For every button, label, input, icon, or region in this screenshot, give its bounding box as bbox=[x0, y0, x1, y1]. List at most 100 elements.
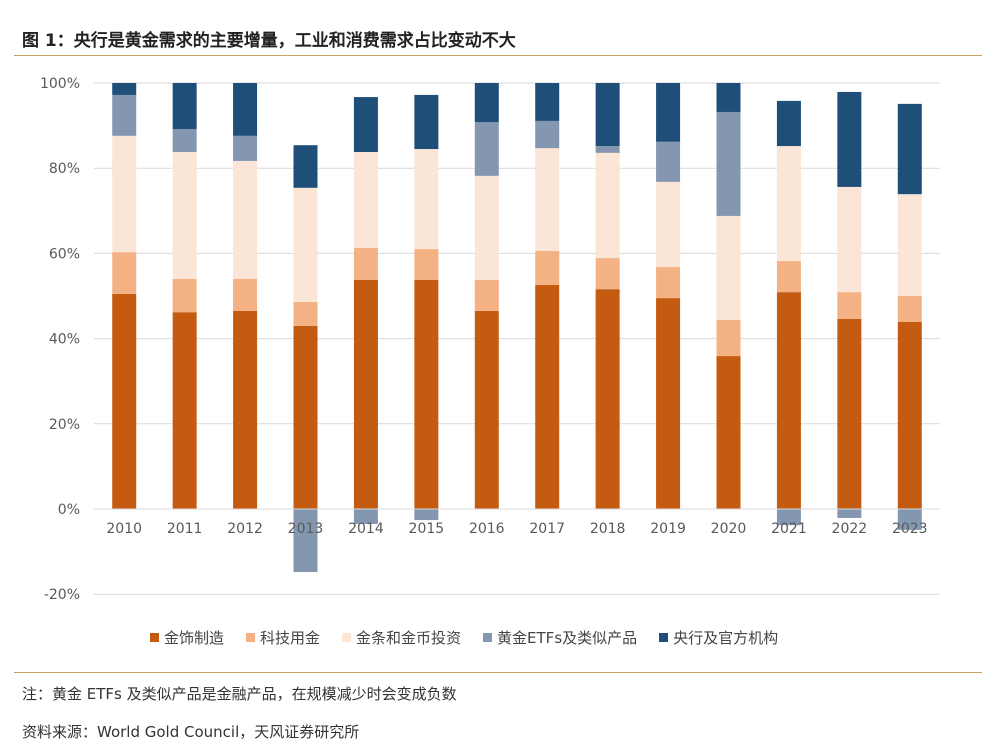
bar-segment bbox=[293, 509, 318, 573]
bar-segment bbox=[172, 278, 197, 313]
legend-item: 科技用金 bbox=[246, 627, 320, 648]
x-tick-label: 2016 bbox=[469, 521, 505, 537]
bar-segment bbox=[414, 149, 439, 250]
bar-segment bbox=[293, 325, 318, 509]
top-divider bbox=[14, 55, 982, 56]
bar-segment bbox=[353, 279, 378, 509]
bar-segment bbox=[293, 145, 318, 188]
bar-segment bbox=[716, 83, 741, 112]
x-tick-label: 2015 bbox=[409, 521, 445, 537]
bar-segment bbox=[474, 83, 499, 123]
x-tick-label: 2013 bbox=[288, 521, 324, 537]
bar-segment bbox=[233, 135, 258, 161]
bar-segment bbox=[414, 509, 439, 521]
bar-segment bbox=[353, 97, 378, 153]
legend-swatch bbox=[483, 633, 493, 642]
bar-segment bbox=[474, 279, 499, 311]
x-tick-label: 2019 bbox=[650, 521, 686, 537]
bar-segment bbox=[837, 509, 862, 518]
legend-label: 科技用金 bbox=[260, 629, 321, 647]
bar-segment bbox=[172, 129, 197, 153]
bar-segment bbox=[716, 319, 741, 357]
y-tick-label: 100% bbox=[40, 76, 80, 92]
bar-segment bbox=[172, 312, 197, 509]
y-tick-label: 40% bbox=[49, 332, 80, 348]
bar-segment bbox=[656, 181, 681, 268]
bar-segment bbox=[112, 94, 137, 136]
bar-segment bbox=[293, 187, 318, 302]
legend-swatch bbox=[246, 633, 256, 642]
bar-segment bbox=[837, 186, 862, 293]
bar-segment bbox=[776, 509, 801, 526]
legend-item: 金饰制造 bbox=[150, 627, 224, 648]
bar-segment bbox=[595, 258, 620, 290]
bottom-divider bbox=[14, 672, 982, 673]
legend-item: 金条和金币投资 bbox=[342, 627, 461, 648]
bar-segment bbox=[776, 100, 801, 147]
bar-segment bbox=[474, 175, 499, 280]
bar-segment bbox=[656, 83, 681, 142]
x-tick-label: 2020 bbox=[711, 521, 747, 537]
bar-segment bbox=[837, 319, 862, 509]
bar-segment bbox=[353, 509, 378, 524]
bar-segment bbox=[112, 293, 137, 509]
bar-segment bbox=[595, 289, 620, 509]
bar-segment bbox=[474, 122, 499, 176]
figure-title: 图 1：央行是黄金需求的主要增量，工业和消费需求占比变动不大 bbox=[22, 31, 516, 51]
bar-segment bbox=[293, 301, 318, 326]
y-tick-label: 60% bbox=[49, 246, 80, 262]
bar-segment bbox=[897, 509, 922, 530]
bar-segment bbox=[172, 152, 197, 279]
bar-segment bbox=[474, 310, 499, 509]
legend-item: 央行及官方机构 bbox=[659, 627, 778, 648]
bar-segment bbox=[656, 141, 681, 182]
x-tick-label: 2014 bbox=[348, 521, 384, 537]
bar-segment bbox=[414, 279, 439, 509]
x-tick-label: 2012 bbox=[227, 521, 263, 537]
legend-label: 金条和金币投资 bbox=[356, 629, 462, 647]
bar-segment bbox=[776, 261, 801, 293]
y-tick-label: -20% bbox=[44, 587, 80, 603]
x-tick-label: 2017 bbox=[529, 521, 565, 537]
bar-segment bbox=[535, 120, 560, 149]
bar-segment bbox=[172, 83, 197, 130]
y-tick-label: 80% bbox=[49, 161, 80, 177]
bar-segment bbox=[595, 152, 620, 259]
bar-segment bbox=[595, 83, 620, 147]
x-tick-label: 2011 bbox=[167, 521, 203, 537]
bar-segment bbox=[535, 284, 560, 509]
bar-segment bbox=[353, 247, 378, 280]
y-tick-label: 0% bbox=[58, 502, 80, 518]
bar-segment bbox=[837, 292, 862, 320]
bar-segment bbox=[656, 298, 681, 509]
bar-segment bbox=[233, 310, 258, 509]
bar-segment bbox=[776, 146, 801, 262]
legend-item: 黄金ETFs及类似产品 bbox=[483, 627, 637, 648]
x-tick-label: 2010 bbox=[106, 521, 142, 537]
bar-segment bbox=[233, 278, 258, 311]
legend-label: 金饰制造 bbox=[164, 629, 225, 647]
bar-segment bbox=[656, 267, 681, 299]
bar-segment bbox=[897, 194, 922, 296]
bar-segment bbox=[112, 135, 137, 253]
bar-segment bbox=[535, 83, 560, 121]
bar-segment bbox=[233, 83, 258, 136]
bar-segment bbox=[837, 91, 862, 187]
bar-segment bbox=[353, 152, 378, 248]
bar-segment bbox=[414, 249, 439, 280]
source-note: 资料来源：World Gold Council，天风证券研究所 bbox=[22, 723, 360, 741]
bar-segment bbox=[112, 83, 137, 95]
bar-segment bbox=[716, 215, 741, 320]
bar-segment bbox=[233, 160, 258, 279]
bar-segment bbox=[776, 292, 801, 509]
y-tick-label: 20% bbox=[49, 417, 80, 433]
bar-segment bbox=[716, 111, 741, 216]
x-tick-label: 2018 bbox=[590, 521, 626, 537]
x-tick-label: 2021 bbox=[771, 521, 807, 537]
legend-swatch bbox=[342, 633, 352, 642]
legend-swatch bbox=[659, 633, 669, 642]
bar-segment bbox=[535, 148, 560, 251]
legend-label: 黄金ETFs及类似产品 bbox=[497, 629, 638, 647]
bar-segment bbox=[535, 250, 560, 285]
